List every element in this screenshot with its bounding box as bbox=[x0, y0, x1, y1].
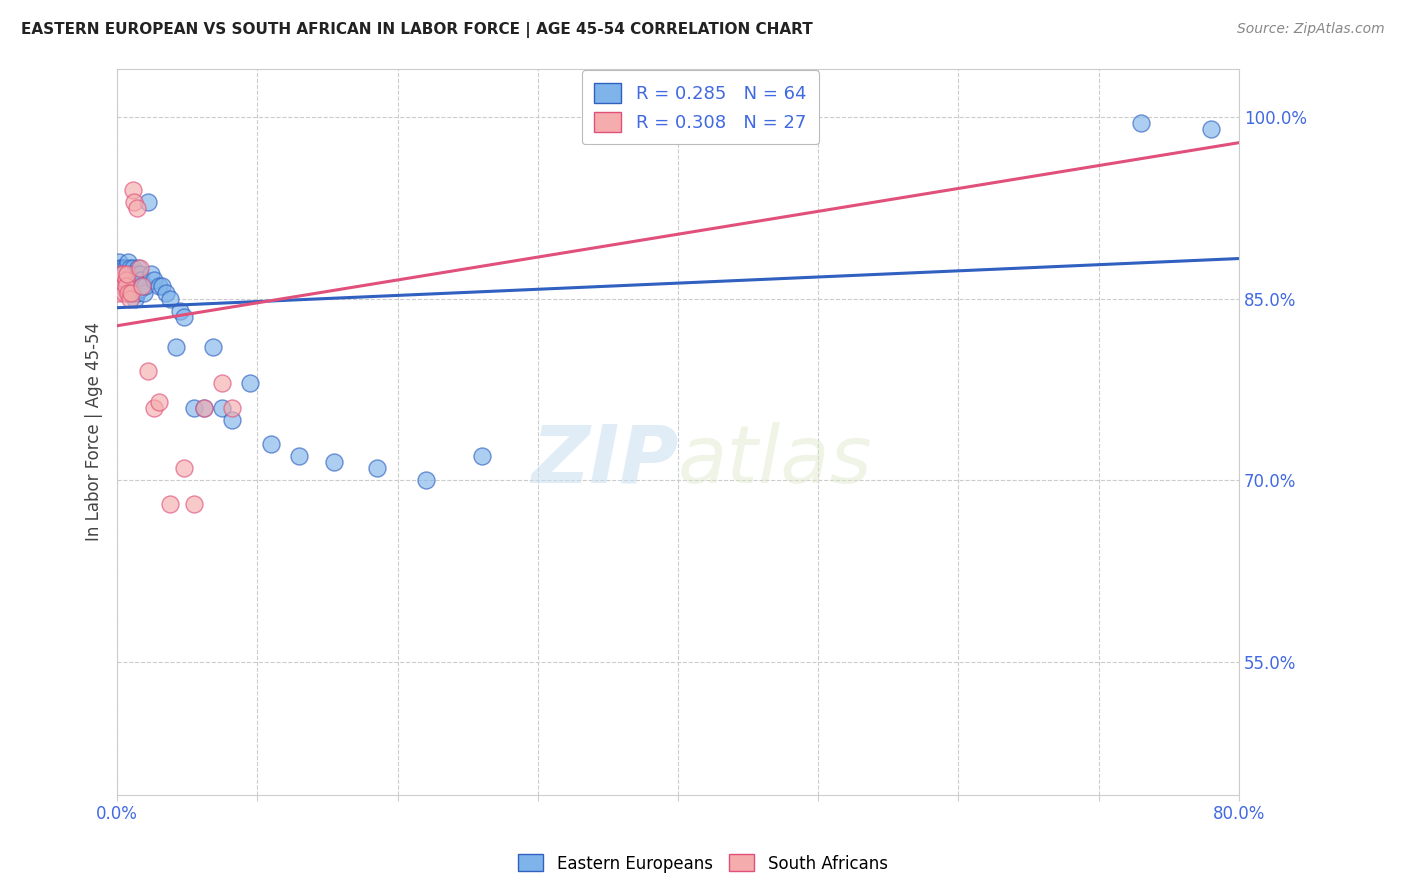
Point bbox=[159, 498, 181, 512]
Point bbox=[110, 268, 132, 282]
Point bbox=[108, 261, 131, 276]
Point bbox=[118, 268, 141, 282]
Point bbox=[112, 279, 135, 293]
Text: Source: ZipAtlas.com: Source: ZipAtlas.com bbox=[1237, 22, 1385, 37]
Point bbox=[128, 282, 150, 296]
Text: EASTERN EUROPEAN VS SOUTH AFRICAN IN LABOR FORCE | AGE 45-54 CORRELATION CHART: EASTERN EUROPEAN VS SOUTH AFRICAN IN LAB… bbox=[21, 22, 813, 38]
Point bbox=[115, 279, 138, 293]
Point bbox=[139, 268, 162, 282]
Point bbox=[1199, 122, 1222, 136]
Legend: R = 0.285   N = 64, R = 0.308   N = 27: R = 0.285 N = 64, R = 0.308 N = 27 bbox=[582, 70, 820, 145]
Point bbox=[122, 194, 145, 209]
Point bbox=[111, 268, 134, 282]
Point bbox=[117, 255, 139, 269]
Point bbox=[471, 449, 494, 463]
Point bbox=[193, 401, 215, 415]
Point bbox=[108, 273, 131, 287]
Point bbox=[142, 401, 165, 415]
Point bbox=[111, 268, 134, 282]
Point bbox=[415, 473, 437, 487]
Point bbox=[709, 122, 731, 136]
Point bbox=[120, 268, 142, 282]
Point bbox=[114, 261, 136, 276]
Point bbox=[288, 449, 311, 463]
Y-axis label: In Labor Force | Age 45-54: In Labor Force | Age 45-54 bbox=[86, 322, 103, 541]
Point bbox=[165, 340, 187, 354]
Point bbox=[112, 285, 135, 300]
Point bbox=[150, 279, 173, 293]
Point bbox=[124, 292, 146, 306]
Text: ZIP: ZIP bbox=[530, 422, 678, 500]
Point bbox=[114, 279, 136, 293]
Point bbox=[115, 273, 138, 287]
Point bbox=[239, 376, 262, 391]
Point bbox=[366, 461, 388, 475]
Point bbox=[120, 285, 142, 300]
Point bbox=[120, 285, 142, 300]
Point bbox=[169, 303, 191, 318]
Point bbox=[111, 279, 134, 293]
Point bbox=[142, 273, 165, 287]
Point bbox=[201, 340, 224, 354]
Point bbox=[121, 261, 143, 276]
Point bbox=[112, 268, 135, 282]
Point bbox=[110, 261, 132, 276]
Point bbox=[110, 268, 132, 282]
Point bbox=[148, 394, 170, 409]
Point bbox=[1129, 116, 1152, 130]
Text: atlas: atlas bbox=[678, 422, 873, 500]
Point bbox=[128, 268, 150, 282]
Point bbox=[148, 279, 170, 293]
Point bbox=[114, 279, 136, 293]
Point bbox=[131, 279, 153, 293]
Point bbox=[107, 285, 129, 300]
Point bbox=[323, 455, 346, 469]
Point bbox=[136, 194, 159, 209]
Point bbox=[117, 279, 139, 293]
Point bbox=[128, 261, 150, 276]
Point bbox=[134, 279, 156, 293]
Point bbox=[114, 273, 136, 287]
Point bbox=[120, 279, 142, 293]
Point bbox=[121, 273, 143, 287]
Point bbox=[118, 261, 141, 276]
Point bbox=[129, 273, 152, 287]
Point bbox=[127, 261, 149, 276]
Point bbox=[211, 401, 233, 415]
Point bbox=[173, 461, 195, 475]
Point bbox=[117, 273, 139, 287]
Point bbox=[122, 279, 145, 293]
Point bbox=[125, 201, 148, 215]
Point bbox=[115, 268, 138, 282]
Point bbox=[193, 401, 215, 415]
Point bbox=[112, 261, 135, 276]
Point bbox=[122, 285, 145, 300]
Point bbox=[173, 310, 195, 324]
Point bbox=[125, 268, 148, 282]
Point bbox=[117, 285, 139, 300]
Legend: Eastern Europeans, South Africans: Eastern Europeans, South Africans bbox=[512, 847, 894, 880]
Point bbox=[221, 401, 243, 415]
Point bbox=[155, 285, 177, 300]
Point bbox=[183, 401, 205, 415]
Point bbox=[260, 437, 283, 451]
Point bbox=[136, 364, 159, 378]
Point bbox=[107, 255, 129, 269]
Point bbox=[121, 183, 143, 197]
Point bbox=[115, 285, 138, 300]
Point bbox=[159, 292, 181, 306]
Point bbox=[127, 273, 149, 287]
Point bbox=[183, 498, 205, 512]
Point bbox=[124, 273, 146, 287]
Point bbox=[118, 292, 141, 306]
Point bbox=[122, 268, 145, 282]
Point bbox=[125, 285, 148, 300]
Point bbox=[221, 412, 243, 426]
Point bbox=[111, 273, 134, 287]
Point bbox=[131, 279, 153, 293]
Point bbox=[115, 268, 138, 282]
Point bbox=[211, 376, 233, 391]
Point bbox=[132, 285, 155, 300]
